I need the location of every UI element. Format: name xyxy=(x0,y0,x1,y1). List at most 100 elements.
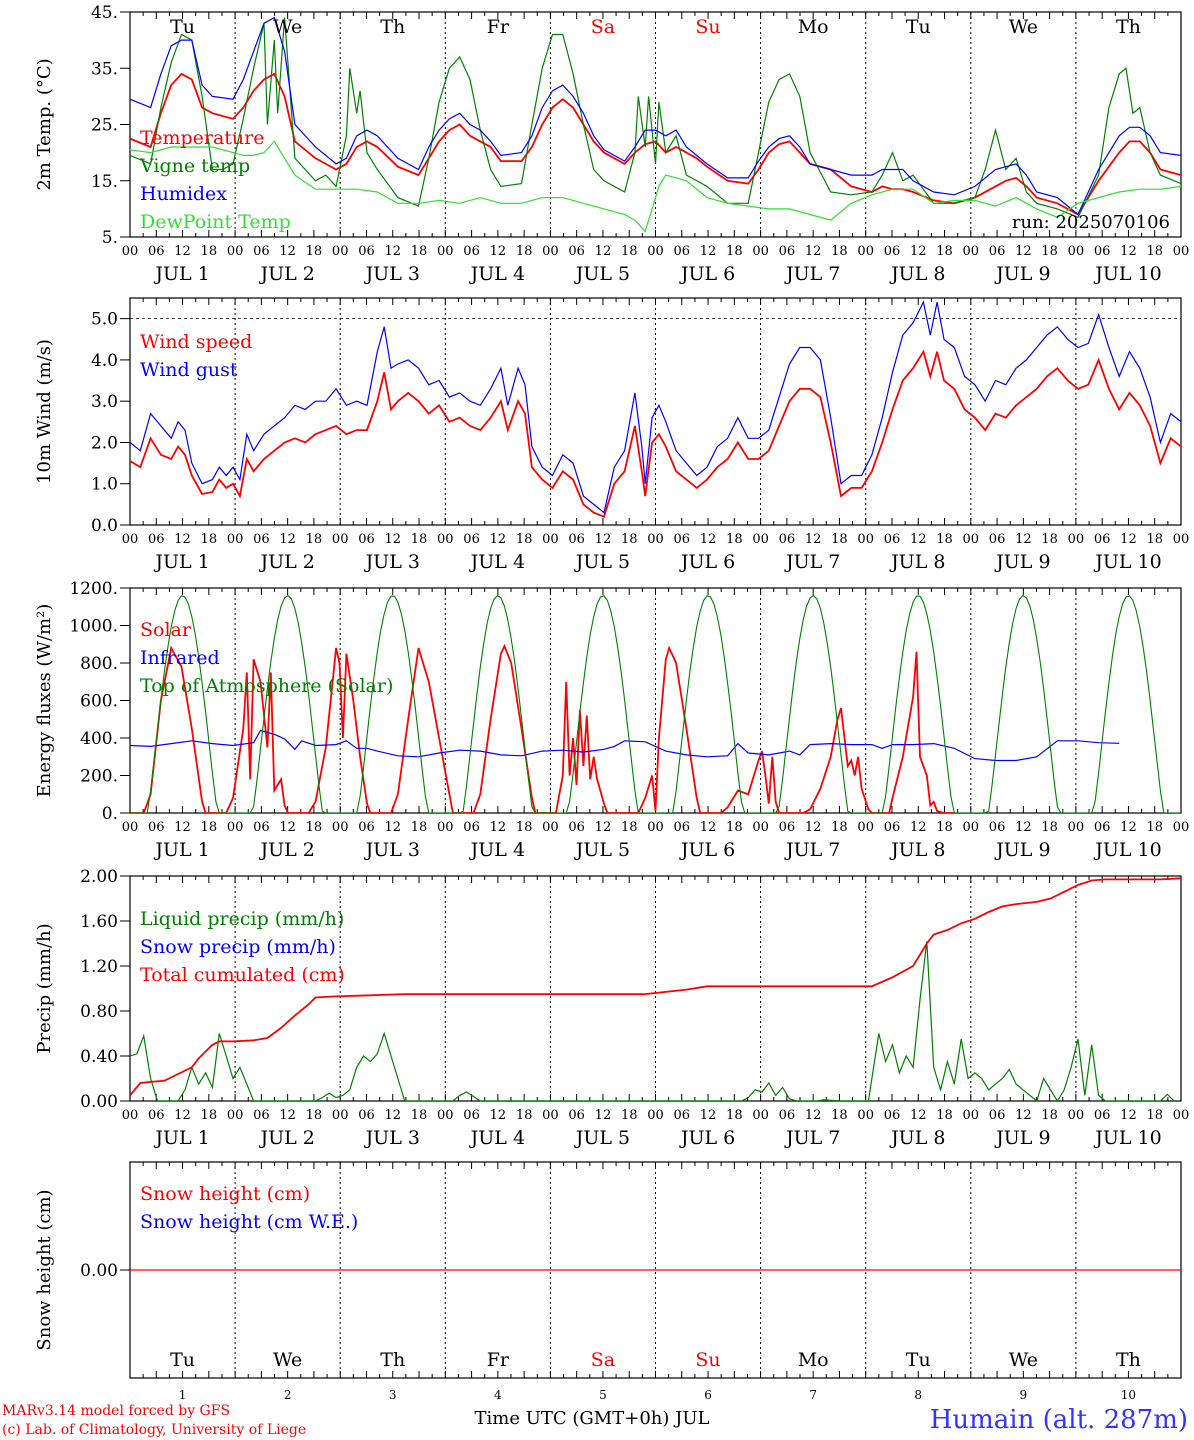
hour-tick-label: 12 xyxy=(384,1108,401,1123)
date-label: JUL 6 xyxy=(679,839,735,861)
hour-tick-label: 06 xyxy=(779,244,796,259)
weekday-label: Fr xyxy=(487,1349,510,1371)
hour-tick-label: 12 xyxy=(595,820,612,835)
legend-liquid-precip-mm-h-: Liquid precip (mm/h) xyxy=(140,908,344,930)
hour-tick-label: 12 xyxy=(700,820,717,835)
weekday-label: Sa xyxy=(591,1349,615,1371)
date-label: JUL 3 xyxy=(364,1127,420,1149)
lab-credit: (c) Lab. of Climatology, University of L… xyxy=(2,1422,306,1438)
hour-tick-label: 12 xyxy=(490,1108,507,1123)
hour-tick-label: 18 xyxy=(1146,1108,1163,1123)
date-label: JUL 10 xyxy=(1093,551,1161,573)
hour-tick-label: 12 xyxy=(910,244,927,259)
hour-tick-label: 18 xyxy=(621,244,638,259)
panel-precip: 0.00 0.40 0.80 1.20 1.60 2.00 Precip (mm/h) 00 0… xyxy=(34,867,1189,1149)
y-tick-label: 800. xyxy=(80,654,118,674)
hour-tick-label: 06 xyxy=(989,532,1006,547)
series-total-cumulated-cm- xyxy=(130,877,1181,1096)
legend-snow-precip-mm-h-: Snow precip (mm/h) xyxy=(140,936,336,958)
series-temperature xyxy=(130,72,1181,216)
legend-dewpoint-temp: DewPoint Temp xyxy=(140,211,291,233)
date-label: JUL 9 xyxy=(994,551,1050,573)
hour-tick-label: 06 xyxy=(358,820,375,835)
hour-tick-label: 12 xyxy=(1120,532,1137,547)
legend-wind-gust: Wind gust xyxy=(140,359,238,381)
hour-tick-label: 18 xyxy=(831,1108,848,1123)
hour-tick-label: 00 xyxy=(857,532,874,547)
legend-temperature: Temperature xyxy=(140,127,264,149)
weekday-label: We xyxy=(273,16,302,38)
hour-tick-label: 12 xyxy=(490,244,507,259)
day-number: 2 xyxy=(284,1388,292,1402)
hour-tick-label: 18 xyxy=(936,1108,953,1123)
hour-tick-label: 06 xyxy=(148,244,165,259)
date-label: JUL 7 xyxy=(784,551,840,573)
y-tick-label: 45. xyxy=(91,3,118,23)
hour-tick-label: 12 xyxy=(384,244,401,259)
hour-tick-label: 18 xyxy=(1041,532,1058,547)
hour-tick-label: 00 xyxy=(647,1108,664,1123)
weekday-label: Th xyxy=(1116,16,1141,38)
y-tick-label: 1200. xyxy=(69,579,118,599)
hour-tick-label: 00 xyxy=(122,532,139,547)
date-label: JUL 10 xyxy=(1093,839,1161,861)
hour-tick-label: 12 xyxy=(279,532,296,547)
station-name: Humain (alt. 287m) xyxy=(930,1405,1188,1435)
hour-tick-label: 00 xyxy=(332,532,349,547)
date-label: JUL 4 xyxy=(469,1127,525,1149)
date-label: JUL 4 xyxy=(469,263,525,285)
series-wind-speed xyxy=(130,349,1181,518)
hour-tick-label: 18 xyxy=(201,244,218,259)
hour-tick-label: 18 xyxy=(936,820,953,835)
hour-tick-label: 12 xyxy=(1015,820,1032,835)
hour-tick-label: 00 xyxy=(122,244,139,259)
date-label: JUL 2 xyxy=(258,1127,314,1149)
hour-tick-label: 06 xyxy=(253,532,270,547)
hour-tick-label: 18 xyxy=(306,244,323,259)
hour-tick-label: 00 xyxy=(437,532,454,547)
legend-vigne-temp: Vigne temp xyxy=(139,155,250,177)
hour-tick-label: 00 xyxy=(437,820,454,835)
hour-tick-label: 18 xyxy=(411,532,428,547)
y-tick-label: 0.0 xyxy=(91,516,118,536)
hour-tick-label: 18 xyxy=(201,532,218,547)
hour-tick-label: 18 xyxy=(201,820,218,835)
hour-tick-label: 12 xyxy=(805,820,822,835)
hour-tick-label: 18 xyxy=(726,1108,743,1123)
series-dewpoint-temp xyxy=(130,140,1181,233)
date-label: JUL 6 xyxy=(679,263,735,285)
hour-tick-label: 12 xyxy=(700,1108,717,1123)
hour-tick-label: 18 xyxy=(411,1108,428,1123)
model-credit: MARv3.14 model forced by GFS xyxy=(2,1403,230,1419)
day-number: 4 xyxy=(494,1388,502,1402)
weekday-label: Th xyxy=(380,16,405,38)
hour-tick-label: 12 xyxy=(1120,1108,1137,1123)
hour-tick-label: 18 xyxy=(1041,244,1058,259)
day-number: 1 xyxy=(179,1388,187,1402)
weekday-label: Th xyxy=(380,1349,405,1371)
y-tick-label: 1.60 xyxy=(80,912,118,932)
hour-tick-label: 06 xyxy=(674,532,691,547)
precip-ylabel: Precip (mm/h) xyxy=(34,923,55,1053)
hour-tick-label: 18 xyxy=(411,244,428,259)
hour-tick-label: 00 xyxy=(227,532,244,547)
day-number: 5 xyxy=(599,1388,607,1402)
hour-tick-label: 00 xyxy=(122,820,139,835)
hour-tick-label: 06 xyxy=(884,532,901,547)
legend-snow-height-cm-w-e-: Snow height (cm W.E.) xyxy=(140,1211,358,1233)
date-label: JUL 5 xyxy=(574,263,630,285)
date-label: JUL 10 xyxy=(1093,263,1161,285)
y-tick-label: 200. xyxy=(80,767,118,787)
hour-tick-label: 00 xyxy=(1068,1108,1085,1123)
hour-tick-label: 00 xyxy=(963,532,980,547)
hour-tick-label: 18 xyxy=(1041,1108,1058,1123)
hour-tick-label: 06 xyxy=(148,1108,165,1123)
y-tick-label: 4.0 xyxy=(91,351,118,371)
weekday-label: We xyxy=(273,1349,302,1371)
hour-tick-label: 18 xyxy=(306,532,323,547)
legend-total-cumulated-cm-: Total cumulated (cm) xyxy=(140,964,345,986)
hour-tick-label: 12 xyxy=(910,1108,927,1123)
y-tick-label: 1.0 xyxy=(91,475,118,495)
hour-tick-label: 12 xyxy=(174,1108,191,1123)
